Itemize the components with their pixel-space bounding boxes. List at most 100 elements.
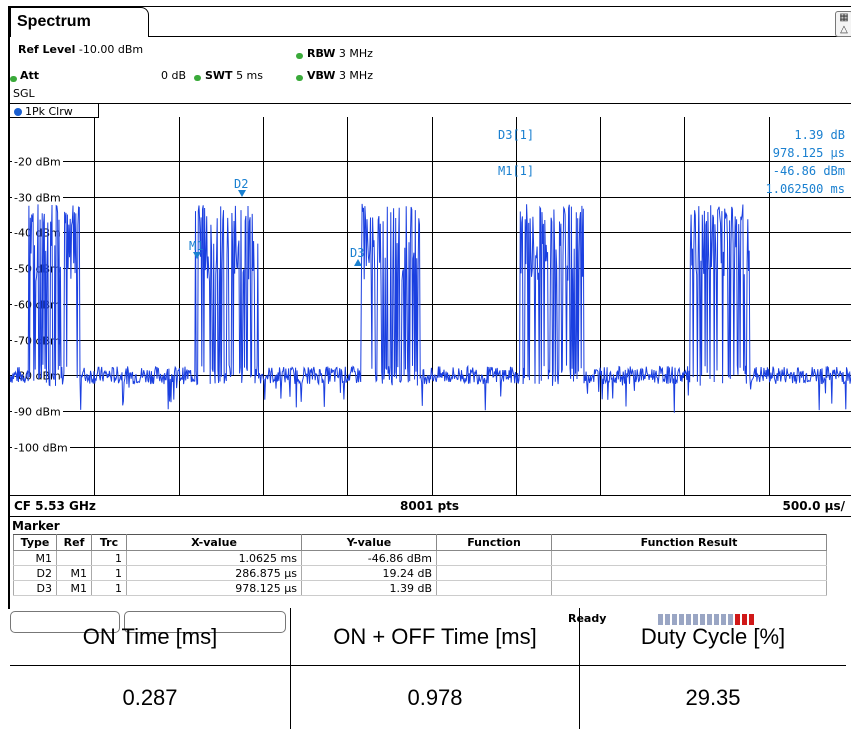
duty-cycle-table: ON Time [ms] ON + OFF Time [ms] Duty Cyc…	[10, 608, 846, 729]
cell-y-value: 19.24 dB	[301, 565, 437, 581]
y-tick-label: -90 dBm	[14, 406, 61, 419]
vbw-led	[296, 75, 303, 81]
ref-level-value: -10.00 dBm	[78, 43, 144, 56]
value-duty-cycle: 29.35	[685, 685, 741, 710]
marker-table: Type Ref Trc X-value Y-value Function Fu…	[13, 534, 827, 596]
col-type[interactable]: Type	[13, 534, 57, 551]
header-duty-cycle: Duty Cycle [%]	[579, 608, 846, 666]
y-tick-label-bg	[12, 404, 63, 418]
col-function[interactable]: Function	[436, 534, 552, 551]
y-tick-label-bg	[12, 154, 63, 168]
cell-ref	[56, 550, 92, 566]
y-tick-label: -60 dBm	[14, 299, 61, 312]
sweep-mode: SGL	[13, 87, 35, 100]
cell-trc: 1	[91, 565, 127, 581]
spectrum-plot[interactable]: -20 dBm-30 dBm-40 dBm-50 dBm-60 dBm-70 d…	[10, 7, 851, 609]
y-tick-label-bg	[12, 190, 63, 204]
ref-level-label: Ref Level	[18, 43, 76, 56]
marker-table-title: Marker	[12, 519, 60, 533]
vbw-value: 3 MHz	[338, 69, 373, 82]
swt-param: SWT 5 ms	[205, 69, 263, 82]
cell-function-result	[551, 580, 827, 596]
value-on-off-time: 0.978	[290, 665, 580, 729]
marker-d3-icon	[354, 259, 362, 266]
tab-underline	[149, 36, 851, 37]
y-tick-label: -70 dBm	[14, 335, 61, 348]
att-param-value: 0 dB	[161, 69, 187, 82]
readout-m1-value: -46.86 dBm	[773, 164, 845, 178]
marker-m1-label: M1	[189, 239, 203, 253]
table-row[interactable]: D2 M1 1 286.875 µs 19.24 dB	[13, 565, 827, 581]
cell-type: D2	[13, 565, 57, 581]
cell-function-result	[551, 550, 827, 566]
col-function-result[interactable]: Function Result	[551, 534, 827, 551]
trace-label-text: 1Pk Clrw	[25, 105, 73, 118]
cell-function	[436, 565, 552, 581]
att-led	[10, 76, 17, 82]
readout-d3-label: D3[1]	[498, 128, 534, 142]
cell-y-value: -46.86 dBm	[301, 550, 437, 566]
marker-m1-icon	[193, 252, 201, 259]
readout-m1-label: M1[1]	[498, 164, 534, 178]
duty-value-row: 0.287 0.978 29.35	[10, 665, 846, 729]
vbw-label: VBW	[307, 69, 336, 82]
cell-ref: M1	[56, 565, 92, 581]
cell-trc: 1	[91, 580, 127, 596]
att-param-label: Att	[20, 69, 39, 82]
trace-label-box	[10, 103, 99, 118]
marker-readout: D3[1] 1.39 dB 978.125 µs M1[1] -46.86 dB…	[498, 128, 845, 196]
y-tick-label: -30 dBm	[14, 192, 61, 205]
center-frequency: CF 5.53 GHz	[14, 499, 96, 513]
duty-header-row: ON Time [ms] ON + OFF Time [ms] Duty Cyc…	[10, 608, 846, 666]
cell-function-result	[551, 565, 827, 581]
col-trc[interactable]: Trc	[91, 534, 127, 551]
readout-d3-x: 978.125 µs	[773, 146, 845, 160]
rbw-value: 3 MHz	[338, 47, 373, 60]
tab-spectrum[interactable]: Spectrum	[10, 7, 149, 37]
value-on-time: 0.287	[10, 665, 291, 729]
cell-x-value: 286.875 µs	[126, 565, 302, 581]
swt-value: 5 ms	[236, 69, 264, 82]
grid-icon: ▦ △	[839, 12, 849, 35]
table-row[interactable]: D3 M1 1 978.125 µs 1.39 dB	[13, 580, 827, 596]
col-x-value[interactable]: X-value	[126, 534, 302, 551]
marker-d3-label: D3	[350, 246, 364, 260]
cell-y-value: 1.39 dB	[301, 580, 437, 596]
ref-level-param: Ref Level -10.00 dBm	[18, 43, 143, 56]
header-on-time: ON Time [ms]	[10, 608, 291, 666]
window-layout-button[interactable]: ▦ △	[835, 11, 851, 37]
cell-ref: M1	[56, 580, 92, 596]
cell-type: D3	[13, 580, 57, 596]
trace-color-dot	[14, 108, 22, 116]
span-per-div: 500.0 µs/	[782, 499, 846, 513]
col-y-value[interactable]: Y-value	[301, 534, 437, 551]
marker-table-header: Type Ref Trc X-value Y-value Function Fu…	[13, 534, 827, 551]
plot-footer: CF 5.53 GHz 8001 pts 500.0 µs/	[10, 495, 851, 517]
y-tick-label-bg	[12, 440, 70, 454]
swt-led	[194, 75, 201, 81]
swt-label: SWT	[205, 69, 233, 82]
readout-m1-x: 1.062500 ms	[766, 182, 845, 196]
rbw-label: RBW	[307, 47, 336, 60]
cell-trc: 1	[91, 550, 127, 566]
col-ref[interactable]: Ref	[56, 534, 92, 551]
trace-area	[10, 103, 851, 509]
rbw-led	[296, 53, 303, 59]
cell-x-value: 1.0625 ms	[126, 550, 302, 566]
rbw-param: RBW 3 MHz	[307, 47, 373, 60]
header-on-off-time: ON + OFF Time [ms]	[290, 608, 580, 666]
sweep-points: 8001 pts	[400, 499, 460, 513]
cell-function	[436, 550, 552, 566]
vbw-param: VBW 3 MHz	[307, 69, 373, 82]
att-label: Att	[20, 69, 40, 82]
table-row[interactable]: M1 1 1.0625 ms -46.86 dBm	[13, 550, 827, 566]
marker-d2-icon	[238, 190, 246, 197]
readout-d3-value: 1.39 dB	[794, 128, 845, 142]
plot-grid	[10, 117, 851, 495]
cell-x-value: 978.125 µs	[126, 580, 302, 596]
trace-label[interactable]: 1Pk Clrw	[14, 105, 73, 118]
cell-type: M1	[13, 550, 57, 566]
marker-d2-label: D2	[234, 177, 248, 191]
cell-function	[436, 580, 552, 596]
